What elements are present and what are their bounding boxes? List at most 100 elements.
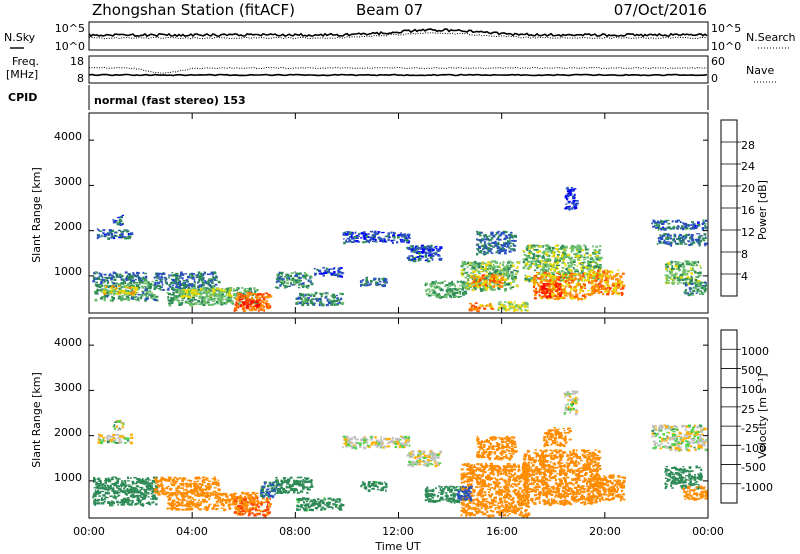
power-cell [555, 278, 558, 281]
power-cell [405, 235, 408, 237]
power-cell [528, 279, 531, 283]
power-cell [309, 276, 313, 279]
power-cell [553, 268, 557, 272]
power-cell [484, 262, 487, 265]
power-cell [676, 279, 679, 282]
power-cell [103, 292, 107, 295]
power-cell [97, 235, 101, 238]
power-cell [594, 283, 598, 286]
power-cell [255, 302, 259, 305]
power-cell [224, 302, 227, 304]
velocity-cell [95, 485, 100, 489]
power-cell [257, 299, 260, 302]
power-cell [182, 283, 186, 286]
power-cell [378, 281, 382, 283]
power-cell [531, 260, 535, 263]
power-cell [238, 287, 240, 290]
power-cell [651, 222, 654, 225]
power-cell [330, 303, 333, 306]
power-cell [322, 266, 325, 269]
power-cell [568, 192, 572, 195]
power-cell [248, 303, 252, 305]
power-cell [253, 287, 256, 290]
power-cell [429, 256, 433, 259]
power-cell [691, 294, 695, 296]
power-cell [412, 259, 417, 263]
power-cell [414, 251, 417, 254]
power-cell [501, 306, 506, 308]
power-cell [203, 289, 206, 292]
velocity-cell [175, 489, 178, 492]
power-cell [142, 291, 145, 294]
power-data [92, 186, 708, 313]
power-cell [557, 295, 561, 298]
power-cell [691, 261, 694, 264]
power-cell [440, 282, 444, 284]
power-cell [107, 237, 110, 240]
power-cell [481, 277, 486, 279]
velocity-cell [144, 482, 148, 485]
power-cell [690, 235, 693, 238]
power-cell [562, 248, 566, 251]
power-cell [382, 239, 385, 242]
velocity-cell [131, 493, 134, 497]
power-cell [117, 275, 121, 278]
power-cell [396, 236, 400, 239]
power-cell [511, 286, 514, 288]
power-cell [189, 299, 193, 302]
velocity-cell [137, 500, 141, 504]
power-cell [286, 282, 289, 285]
power-cell [448, 288, 451, 291]
power-cell [120, 287, 123, 291]
power-cell [324, 296, 328, 299]
power-cell [291, 284, 295, 286]
power-cell [203, 288, 206, 291]
velocity-cell [122, 503, 124, 505]
power-cell [116, 282, 118, 284]
freq-tick-bottom: 8 [77, 72, 84, 85]
power-cell [424, 259, 428, 262]
velocity-cell [143, 494, 148, 497]
power-cell [199, 297, 203, 299]
power-cell [350, 233, 353, 236]
power-cell [704, 281, 707, 284]
power-cell [530, 280, 535, 282]
power-cell [142, 282, 145, 285]
power-cell [191, 299, 194, 302]
power-cell [325, 292, 328, 294]
power-cell [214, 277, 218, 279]
power-cell [600, 290, 603, 294]
power-cell [121, 216, 123, 218]
power-cell [416, 256, 420, 258]
power-cell [594, 289, 597, 293]
velocity-cell [155, 481, 159, 484]
power-cell [406, 237, 409, 240]
power-cell [476, 231, 479, 235]
power-cell [111, 299, 114, 302]
power-cell [560, 270, 564, 273]
power-cell [684, 283, 688, 287]
power-cell [573, 279, 577, 281]
power-cell [589, 273, 592, 277]
power-cell [119, 283, 122, 286]
velocity-cell [136, 478, 140, 481]
power-cell [610, 275, 613, 278]
power-cell [593, 265, 597, 269]
velocity-cell [176, 480, 179, 483]
power-cell [157, 272, 161, 275]
power-cell [112, 276, 115, 278]
power-cell [666, 266, 670, 268]
power-cell [479, 287, 482, 291]
power-cell [364, 241, 368, 243]
power-cell [323, 272, 327, 275]
power-cell [96, 284, 100, 288]
power-cell [697, 236, 701, 239]
power-cell [428, 254, 432, 257]
power-cell [469, 276, 471, 279]
power-cell [537, 264, 541, 268]
power-cell [490, 236, 494, 240]
power-cell [543, 262, 547, 265]
power-cell [684, 290, 687, 292]
velocity-data [92, 390, 709, 518]
power-cell [494, 240, 497, 243]
